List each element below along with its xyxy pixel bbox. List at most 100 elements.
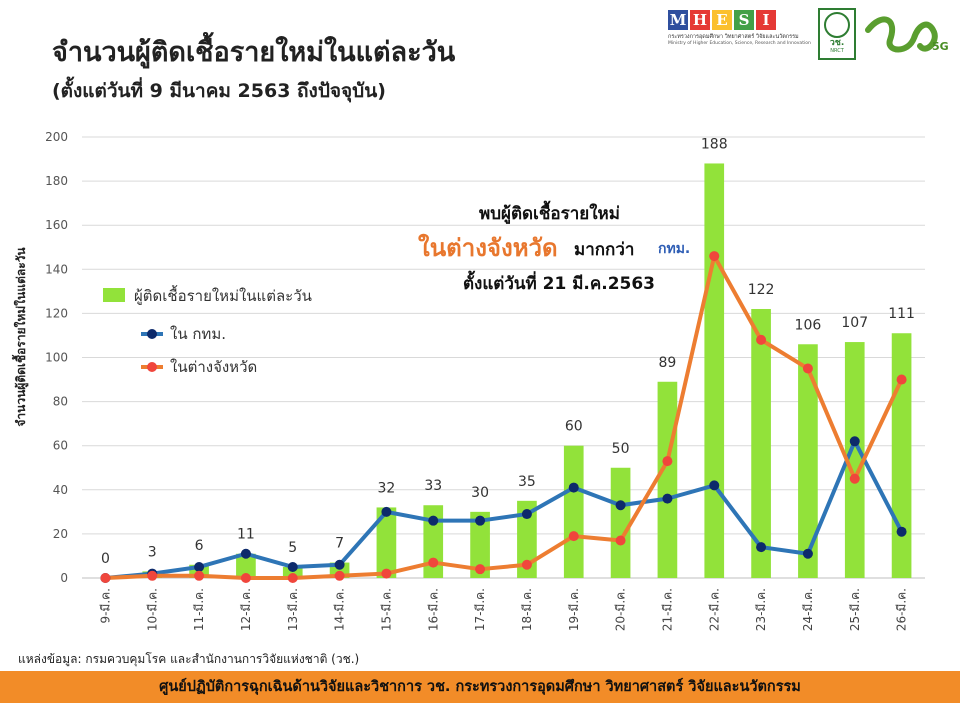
bar: [423, 505, 444, 578]
nrct-text: วช.: [829, 38, 845, 48]
5g-logo: 5G: [864, 10, 954, 60]
x-tick-label: 25-มี.ค.: [848, 588, 862, 631]
x-tick-label: 12-มี.ค.: [239, 588, 253, 631]
bkk-point: [802, 548, 813, 559]
bkk-point: [521, 509, 532, 520]
bar-data-label: 3: [148, 544, 157, 560]
bkk-point: [849, 436, 860, 447]
bkk-point: [428, 515, 439, 526]
bar-data-label: 7: [335, 536, 344, 552]
x-tick-label: 18-มี.ค.: [520, 588, 534, 631]
bkk-series-line: [105, 439, 904, 580]
mhesi-letter: E: [712, 10, 732, 30]
bar: [470, 511, 490, 578]
x-tick-label: 21-มี.ค.: [660, 588, 674, 631]
bar: [751, 308, 771, 578]
bar-data-label: 5: [288, 540, 297, 556]
5g-text: 5G: [932, 40, 949, 53]
bar: [844, 342, 865, 578]
bkk-point: [194, 561, 205, 572]
data-source: แหล่งข้อมูล: กรมควบคุมโรค และสำนักงานการ…: [18, 652, 360, 666]
mhesi-letter: I: [756, 10, 776, 30]
bar-data-label: 30: [471, 485, 489, 501]
province-point: [802, 363, 813, 374]
bkk-point: [240, 548, 251, 559]
bar-data-label: 111: [888, 306, 915, 322]
annotation-line1: พบผู้ติดเชื้อรายใหม่: [479, 204, 620, 224]
province-point: [475, 564, 486, 575]
annotation-bkk: กทม.: [658, 241, 691, 257]
x-tick-label: 24-มี.ค.: [801, 588, 815, 631]
bar-data-label: 50: [612, 441, 630, 457]
legend-bar-swatch: [103, 288, 125, 302]
5g-swoosh-icon: [865, 16, 938, 53]
lines: [100, 251, 907, 583]
y-tick-label: 100: [45, 351, 68, 365]
x-tick-label: 15-มี.ค.: [379, 588, 393, 631]
y-tick-label: 0: [60, 571, 68, 585]
province-point: [240, 573, 251, 583]
bkk-point: [615, 500, 626, 511]
x-tick-label: 22-มี.ค.: [707, 588, 721, 631]
mhesi-line1: กระทรวงการอุดมศึกษา วิทยาศาสตร์ วิจัยและ…: [668, 34, 799, 40]
bar-data-label: 188: [701, 136, 728, 152]
bar-data-label: 32: [378, 480, 396, 496]
x-tick-labels: 9-มี.ค. 10-มี.ค. 11-มี.ค. 12-มี.ค. 13-มี.ค. 1…: [98, 588, 908, 631]
mhesi-letter: H: [690, 10, 710, 30]
mhesi-line2: Ministry of Higher Education, Science, R…: [668, 41, 811, 46]
y-tick-label: 160: [45, 218, 68, 232]
bar: [704, 163, 725, 578]
bar-data-label: 60: [565, 419, 583, 435]
province-point: [381, 568, 392, 579]
bkk-point: [568, 482, 579, 493]
province-point: [896, 374, 907, 385]
x-tick-label: 9-มี.ค.: [98, 588, 112, 624]
legend-bar-label: ผู้ติดเชื้อรายใหม่ในแต่ละวัน: [134, 285, 312, 305]
x-tick-label: 23-มี.ค.: [754, 588, 768, 631]
province-point: [287, 573, 298, 583]
bar-data-label: 35: [518, 474, 536, 490]
bkk-point: [896, 526, 907, 537]
bar-data-label: 0: [101, 551, 110, 567]
x-tick-label: 13-มี.ค.: [286, 588, 300, 631]
province-point: [147, 570, 158, 581]
bar-data-label: 33: [424, 478, 442, 494]
bar-data-label: 106: [795, 317, 822, 333]
nrct-logo: วช. NRCT: [818, 8, 856, 60]
annotation-more-than: มากกว่า: [574, 240, 635, 260]
bar-data-label: 89: [659, 355, 677, 371]
bkk-point: [381, 506, 392, 517]
bkk-point: [756, 542, 767, 553]
nrct-seal-icon: [824, 12, 850, 38]
bar: [563, 445, 584, 578]
bar-data-label: 107: [841, 315, 868, 331]
y-axis-label: จำนวนผู้ติดเชื้อรายใหม่ในแต่ละวัน: [11, 247, 29, 427]
province-point: [194, 570, 205, 581]
legend-prov-label: ในต่างจังหวัด: [170, 358, 257, 376]
province-point: [615, 535, 626, 546]
province-point: [849, 473, 860, 484]
bar-data-label: 122: [748, 282, 775, 298]
province-point: [428, 557, 439, 568]
x-tick-label: 16-มี.ค.: [426, 588, 440, 631]
bar: [236, 553, 256, 578]
legend-bkk-marker: [147, 329, 157, 339]
y-tick-label: 80: [53, 395, 68, 409]
y-tick-label: 140: [45, 262, 68, 276]
gridlines: [82, 136, 925, 579]
x-tick-label: 20-มี.ค.: [614, 588, 628, 631]
x-tick-label: 10-มี.ค.: [145, 588, 159, 631]
bar: [282, 566, 303, 578]
annotation-province: ในต่างจังหวัด: [418, 234, 558, 262]
mhesi-letter: S: [734, 10, 754, 30]
chart-subtitle: (ตั้งแต่วันที่ 9 มีนาคม 2563 ถึงปัจจุบัน…: [52, 80, 386, 102]
province-point: [662, 456, 673, 467]
chart-title: จำนวนผู้ติดเชื้อรายใหม่ในแต่ละวัน: [52, 37, 456, 68]
legend-prov-marker: [147, 362, 157, 372]
bkk-point: [334, 559, 345, 570]
bar: [891, 333, 912, 578]
province-series-line: [105, 254, 904, 580]
bar-data-labels: 0 3 6 11 5 7 32 33 30 35 60 50 89 188 122 106 107 111: [101, 136, 915, 567]
